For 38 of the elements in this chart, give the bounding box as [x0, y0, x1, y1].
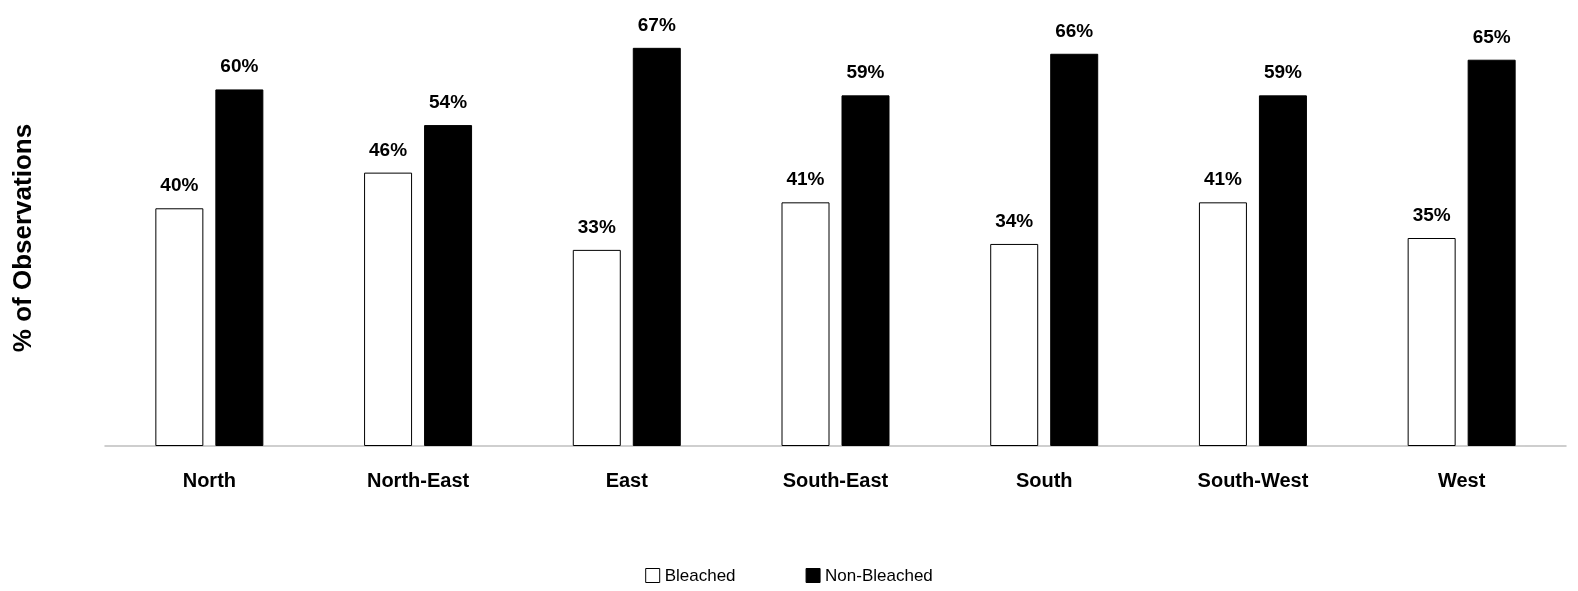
data-label: 67%: [637, 13, 676, 35]
data-label: 41%: [786, 168, 825, 190]
bar: [841, 95, 890, 446]
data-label: 65%: [1472, 25, 1511, 47]
bar: [572, 249, 621, 446]
bar: [1407, 238, 1456, 446]
data-label: 59%: [846, 61, 885, 83]
data-label: 41%: [1203, 168, 1243, 190]
bar: [781, 202, 830, 446]
bar: [1258, 95, 1307, 446]
bar: [364, 172, 413, 446]
x-tick-label: East: [605, 469, 649, 491]
x-tick-label: North: [182, 469, 237, 491]
x-tick-label: South-East: [782, 469, 889, 491]
x-tick-label: West: [1437, 469, 1486, 491]
bar: [215, 89, 264, 446]
legend-label: Non-Bleached: [825, 566, 933, 585]
bar: [1050, 53, 1099, 446]
data-label: 40%: [160, 174, 199, 196]
bar: [632, 47, 681, 446]
bar: [1198, 202, 1247, 446]
data-label: 33%: [577, 215, 616, 237]
data-label: 54%: [429, 91, 468, 113]
bar: [155, 208, 204, 446]
x-tick-label: North-East: [366, 469, 470, 491]
data-label: 60%: [220, 55, 259, 77]
y-axis-title: % of Observations: [7, 123, 37, 353]
bar: [1467, 59, 1516, 446]
data-label: 46%: [369, 138, 408, 160]
data-label: 34%: [995, 209, 1034, 231]
data-label: 35%: [1412, 204, 1451, 225]
bar: [424, 125, 473, 446]
bar: [990, 243, 1039, 446]
legend-label: Bleached: [664, 566, 736, 585]
data-label: 59%: [1263, 61, 1303, 83]
data-label: 66%: [1055, 19, 1094, 41]
x-tick-label: South-West: [1197, 469, 1309, 491]
x-tick-label: South: [1015, 469, 1073, 491]
